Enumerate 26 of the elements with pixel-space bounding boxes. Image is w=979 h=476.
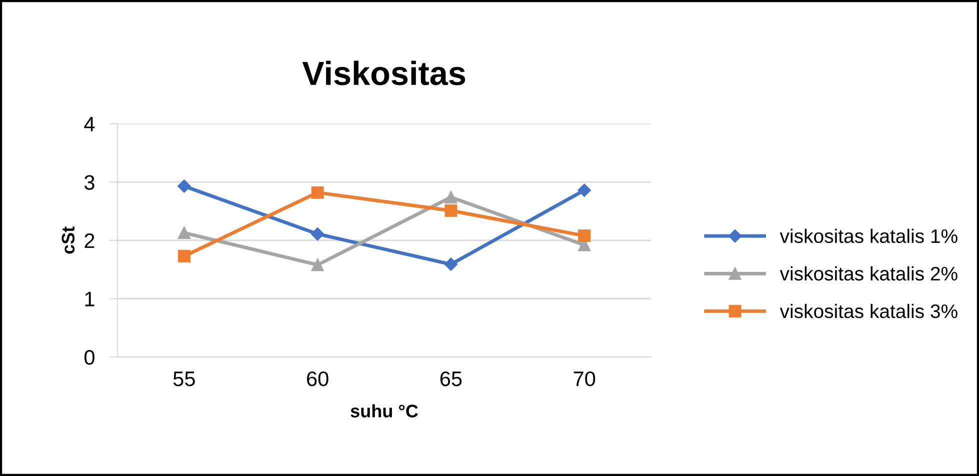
legend-label: viskositas katalis 1%	[780, 228, 958, 244]
y-tick-label: 4	[84, 116, 95, 132]
y-axis-title: cSt	[62, 226, 75, 254]
legend-label: viskositas katalis 3%	[780, 304, 958, 318]
x-tick-label: 70	[574, 371, 596, 386]
y-tick-label: 3	[84, 175, 94, 190]
point	[578, 229, 591, 242]
point	[311, 258, 324, 272]
y-tick-label: 1	[85, 292, 94, 306]
x-tick-label: 65	[440, 371, 462, 386]
x-tick-label: 55	[173, 372, 195, 386]
point	[178, 180, 191, 193]
legend-label: viskositas katalis 2%	[780, 266, 958, 281]
point	[178, 226, 190, 240]
point	[178, 250, 190, 262]
point	[444, 204, 458, 217]
point	[444, 258, 458, 271]
y-tick-label: 2	[84, 233, 94, 248]
point	[444, 190, 458, 204]
point	[311, 186, 324, 199]
x-axis-title: suhu °C	[350, 404, 418, 418]
y-tick-label: 0	[84, 350, 94, 365]
point	[310, 227, 324, 241]
x-tick-label: 60	[307, 371, 328, 386]
point	[578, 184, 591, 197]
chart-title: Viskositas	[302, 60, 466, 86]
